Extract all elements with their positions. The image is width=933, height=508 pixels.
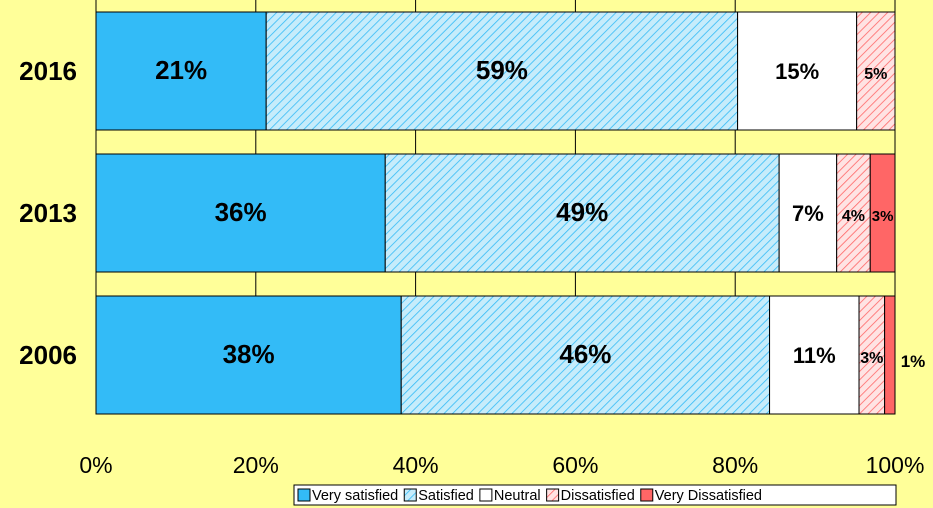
bar-segment-satisfied-2016: [265, 11, 739, 131]
legend-swatch-very-satisfied: [297, 488, 311, 502]
bar-outline: [95, 153, 896, 273]
x-tick-label: 0%: [79, 452, 112, 478]
x-tick-label: 20%: [233, 452, 279, 478]
legend-box: [293, 484, 897, 506]
data-label: 46%: [559, 339, 611, 369]
bar-segment-neutral-2013: [778, 153, 838, 273]
bar-segment-very-satisfied-2013: [95, 153, 386, 273]
bar-segment-dissatisfied-2013: [836, 153, 871, 273]
bar-segment-dissatisfied-2006: [858, 295, 886, 415]
category-label: 2013: [19, 198, 77, 228]
category-label: 2016: [19, 56, 77, 86]
data-label: 5%: [864, 66, 887, 83]
legend-swatch-neutral: [479, 488, 493, 502]
data-label: 7%: [792, 201, 824, 226]
data-label: 1%: [901, 352, 926, 371]
x-tick-label: 60%: [552, 452, 598, 478]
bar-segment-very-dissatisfied-2006: [884, 295, 896, 415]
data-label: 59%: [476, 55, 528, 85]
data-label: 3%: [872, 208, 894, 225]
data-label: 4%: [842, 208, 865, 225]
data-label: 3%: [860, 350, 883, 367]
legend-label-satisfied: Satisfied: [418, 488, 474, 504]
data-label: 21%: [155, 55, 207, 85]
category-labels: 2016 2013 2006: [19, 56, 77, 370]
bar-outline: [95, 295, 896, 415]
legend-label-dissatisfied: Dissatisfied: [561, 488, 635, 504]
x-tick-label: 100%: [866, 452, 925, 478]
legend: Very satisfied Satisfied Neutral Dissatisfi…: [293, 484, 897, 506]
data-label: 15%: [775, 59, 819, 84]
data-label: 36%: [215, 197, 267, 227]
x-axis: 0% 20% 40% 60% 80% 100%: [79, 452, 924, 478]
data-label: 38%: [223, 339, 275, 369]
legend-label-neutral: Neutral: [494, 488, 541, 504]
bar-segment-neutral-2006: [769, 295, 860, 415]
legend-swatch-very-dissatisfied: [640, 488, 654, 502]
legend-label-very-satisfied: Very satisfied: [312, 488, 398, 504]
data-label: 49%: [556, 197, 608, 227]
legend-swatch-dissatisfied: [546, 488, 560, 502]
bar-segment-satisfied-2006: [400, 295, 771, 415]
legend-swatch-satisfied: [403, 488, 417, 502]
x-tick-label: 40%: [393, 452, 439, 478]
legend-label-very-dissatisfied: Very Dissatisfied: [655, 488, 762, 504]
bars: 21% 59% 15% 5% 36% 49% 7% 4% 3% 38% 46% 11% 3% 1%: [95, 11, 926, 415]
x-tick-label: 80%: [712, 452, 758, 478]
data-label: 11%: [793, 343, 836, 368]
category-label: 2006: [19, 340, 77, 370]
bar-outline: [95, 11, 896, 131]
